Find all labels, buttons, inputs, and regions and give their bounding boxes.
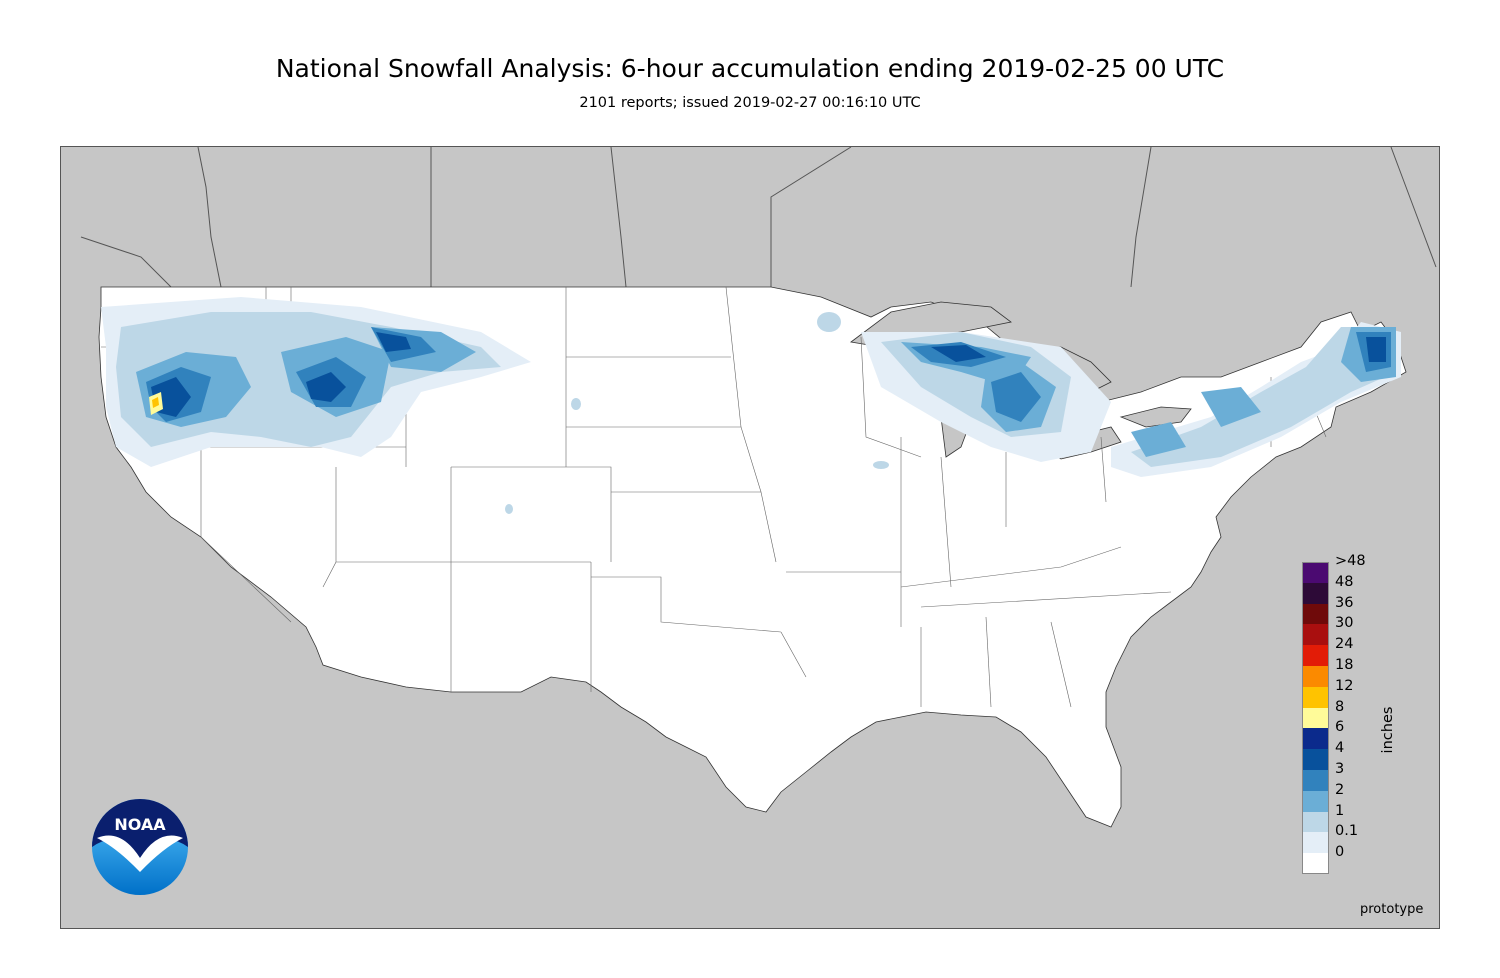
legend-swatch xyxy=(1302,853,1329,874)
map-subtitle: 2101 reports; issued 2019-02-27 00:16:10… xyxy=(579,95,921,111)
legend-label: >48 xyxy=(1335,553,1366,569)
snow-layer-12 xyxy=(152,397,159,408)
legend-swatch xyxy=(1302,749,1329,770)
snowfall-map xyxy=(60,146,1440,929)
legend-label: 12 xyxy=(1335,677,1354,694)
legend-label: 18 xyxy=(1335,657,1354,673)
legend-swatch xyxy=(1302,770,1329,791)
noaa-logo: NOAA xyxy=(92,799,188,895)
legend-label: 6 xyxy=(1335,719,1345,736)
legend-swatch xyxy=(1302,645,1329,666)
legend-swatch xyxy=(1302,728,1329,750)
legend-swatch xyxy=(1302,832,1329,854)
legend-swatch xyxy=(1302,666,1329,687)
legend-swatch xyxy=(1302,811,1329,833)
legend-label: 0 xyxy=(1335,844,1345,861)
legend-label: 8 xyxy=(1335,698,1345,715)
legend-swatch xyxy=(1302,790,1329,812)
legend-swatch xyxy=(1302,603,1329,625)
legend-label: 30 xyxy=(1335,615,1354,632)
international-borders xyxy=(80,147,1437,288)
legend-swatch xyxy=(1302,624,1329,646)
legend-label: 36 xyxy=(1335,594,1354,611)
map-title: National Snowfall Analysis: 6-hour accum… xyxy=(275,54,1225,83)
prototype-note: prototype xyxy=(1360,902,1424,917)
legend-label: 48 xyxy=(1335,573,1354,590)
legend-label: 2 xyxy=(1335,781,1345,798)
legend-swatch xyxy=(1302,707,1329,729)
noaa-logo-text: NOAA xyxy=(114,815,166,834)
legend-swatch xyxy=(1302,562,1329,583)
snow-patches xyxy=(505,312,889,514)
map-basemap xyxy=(80,147,1437,828)
legend-units: inches xyxy=(1380,706,1396,754)
legend-label: 4 xyxy=(1335,740,1345,757)
legend-label: 3 xyxy=(1335,761,1345,777)
legend-label: 0.1 xyxy=(1335,823,1359,840)
legend-swatch xyxy=(1302,686,1329,708)
legend-label: 1 xyxy=(1335,802,1345,819)
legend-label: 24 xyxy=(1335,636,1354,653)
legend-swatch xyxy=(1302,582,1329,604)
